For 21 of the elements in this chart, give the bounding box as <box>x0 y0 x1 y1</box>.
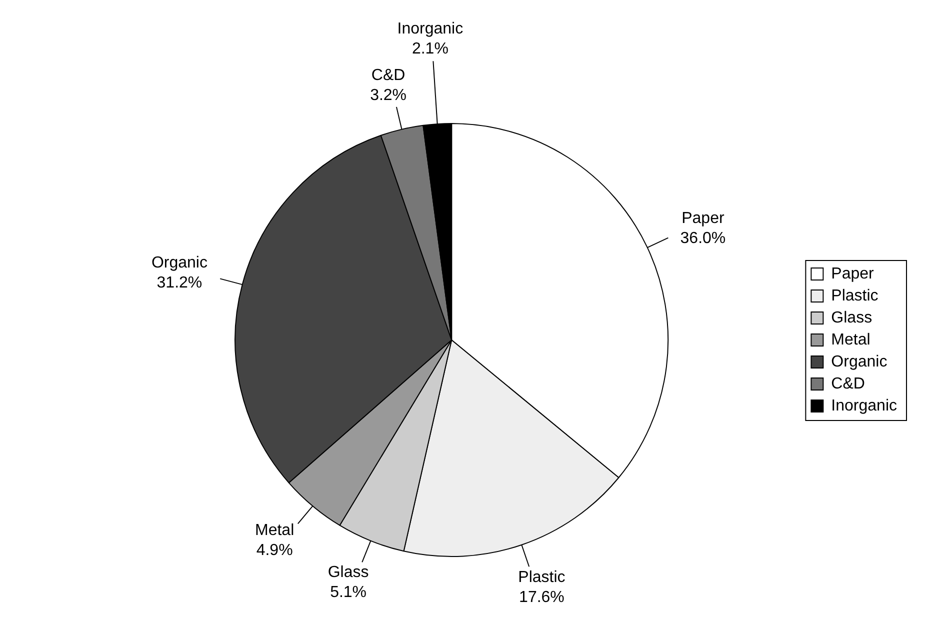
legend-label: Organic <box>831 353 888 370</box>
legend-label: Paper <box>831 265 875 282</box>
slice-label: Metal <box>254 522 294 539</box>
slice-label: Inorganic <box>397 20 464 38</box>
slice-label: Glass <box>328 564 369 581</box>
data-label: 36.0% <box>680 230 726 247</box>
legend-label: Glass <box>831 309 872 326</box>
data-label: 2.1% <box>412 40 448 58</box>
slice-label: C&D <box>371 66 406 84</box>
slice-label: Plastic <box>518 568 566 586</box>
legend-label: Plastic <box>831 287 878 304</box>
legend-label: C&D <box>831 375 865 392</box>
slice-label: Paper <box>682 210 725 227</box>
slice-label: Organic <box>151 254 208 272</box>
data-label: 3.2% <box>370 86 407 104</box>
data-label: 4.9% <box>256 542 293 559</box>
data-label: 17.6% <box>519 588 564 606</box>
data-label: 5.1% <box>330 584 367 601</box>
data-label: 31.2% <box>156 274 202 292</box>
legend-label: Inorganic <box>831 397 898 414</box>
legend-label: Metal <box>831 331 870 348</box>
